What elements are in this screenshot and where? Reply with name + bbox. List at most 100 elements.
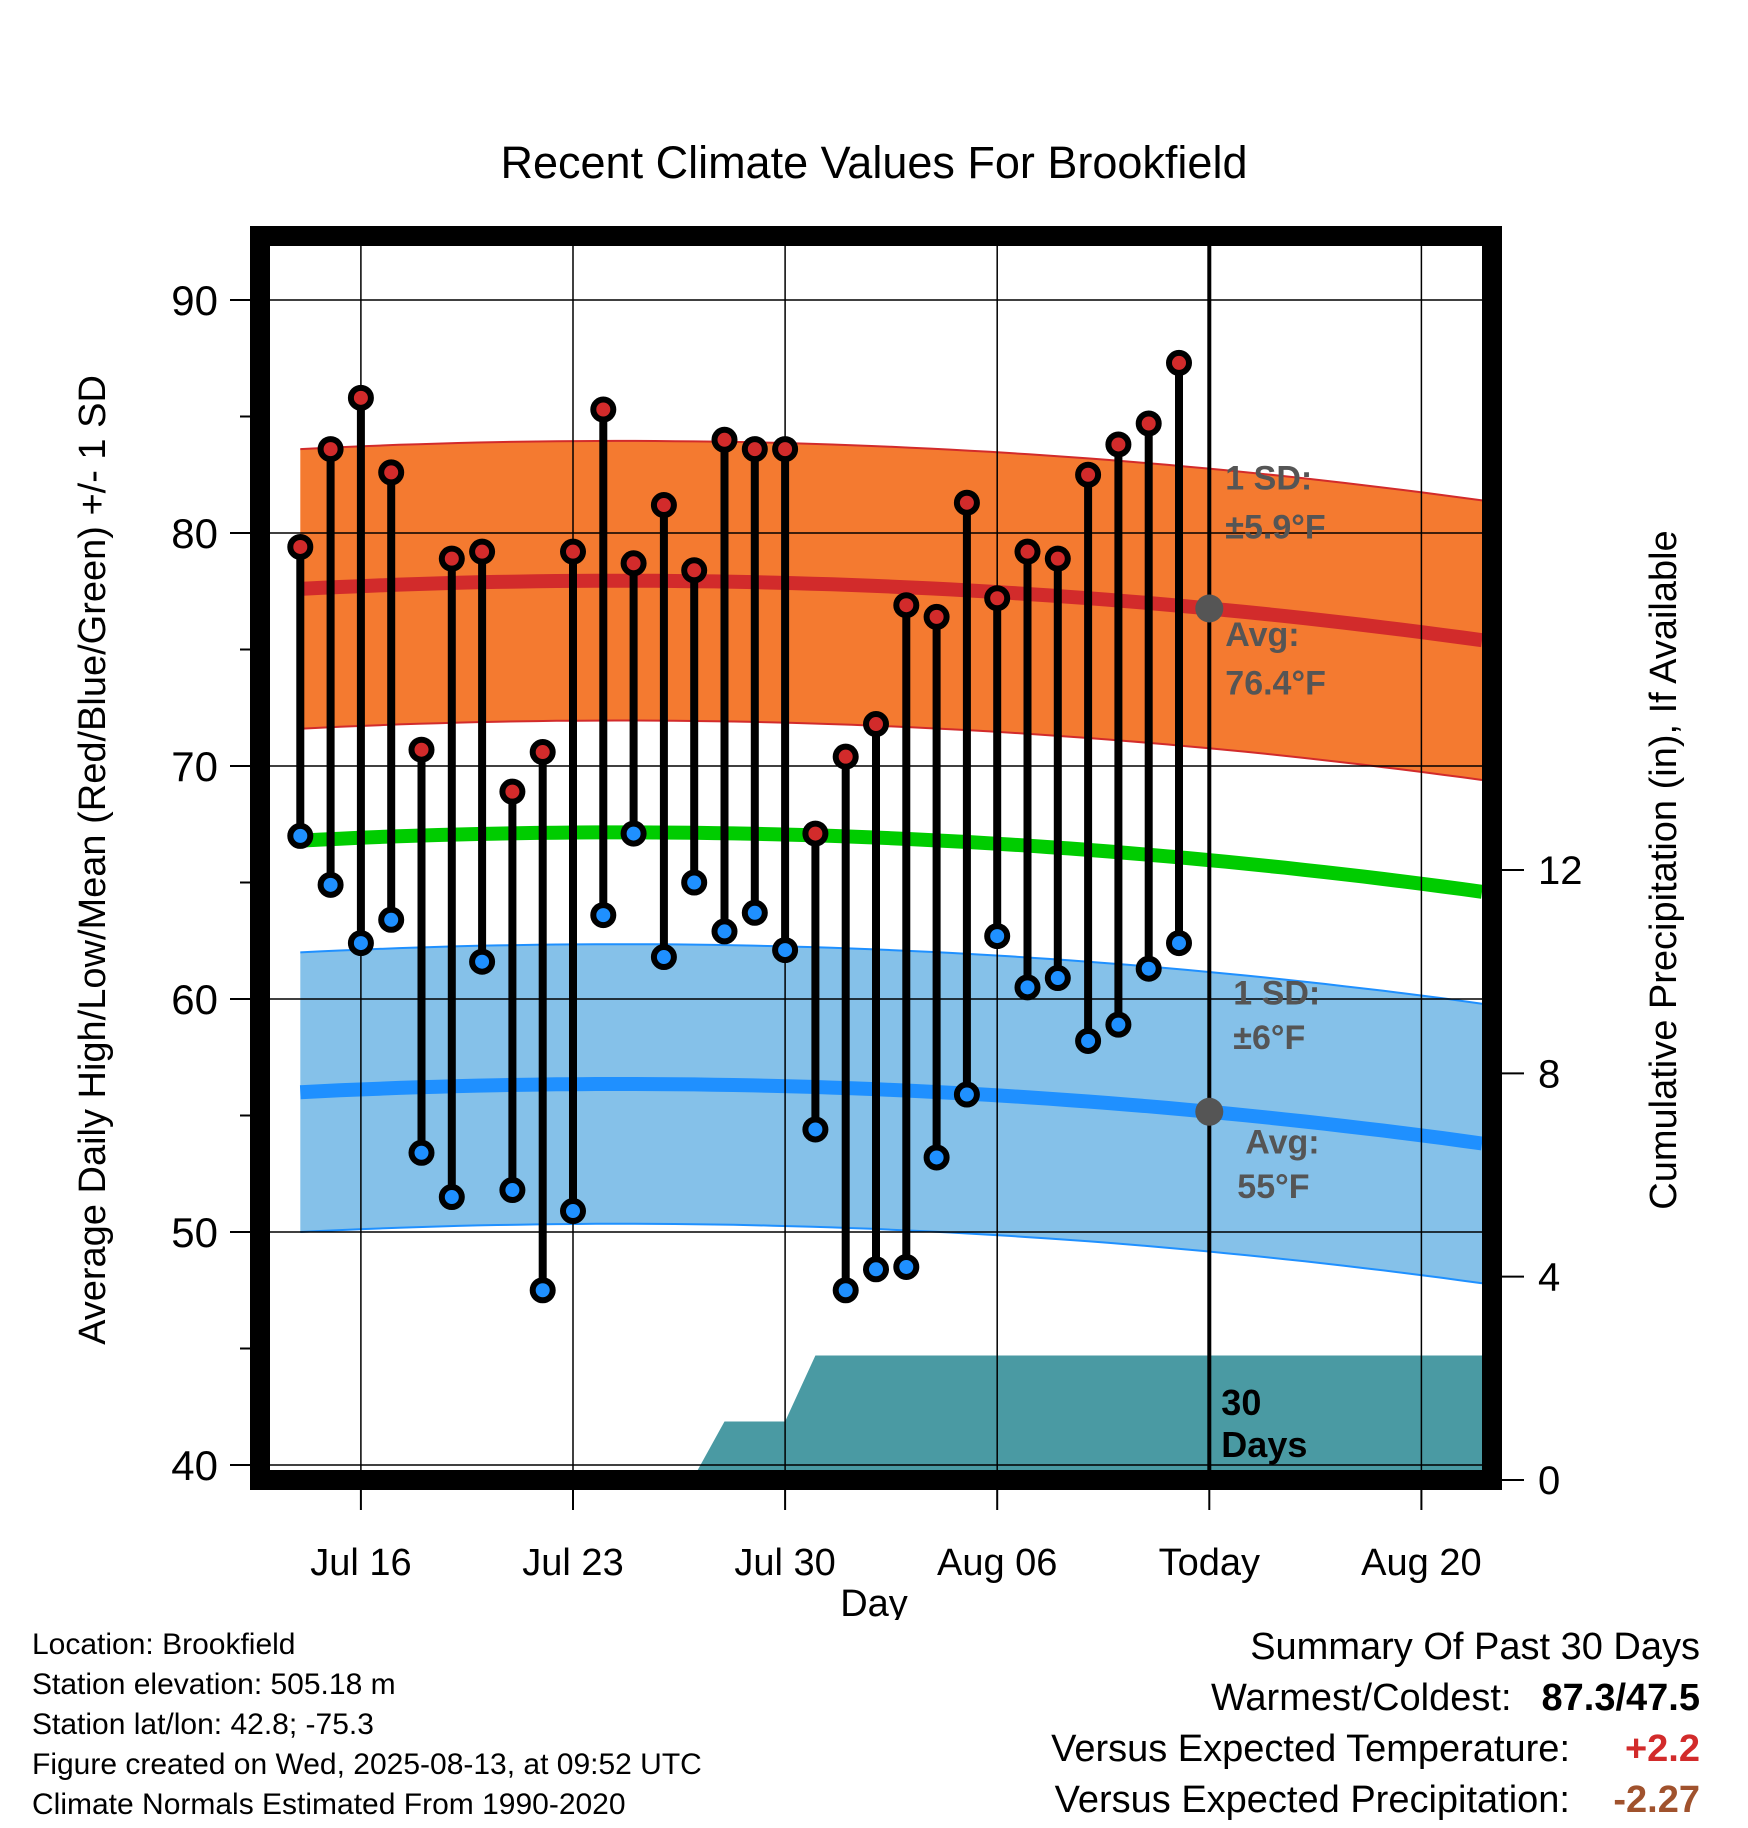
daily-high-point bbox=[287, 533, 314, 560]
daily-low-point bbox=[317, 871, 344, 898]
high-sd-band bbox=[300, 440, 1482, 780]
warmest-coldest-row: Warmest/Coldest: 87.3/47.5 bbox=[1051, 1673, 1700, 1724]
y-tick-label: 50 bbox=[171, 1209, 218, 1256]
daily-low-point bbox=[923, 1144, 950, 1171]
daily-high-point bbox=[711, 426, 738, 453]
daily-low-point bbox=[1075, 1027, 1102, 1054]
latlon-text: Station lat/lon: 42.8; -75.3 bbox=[32, 1708, 374, 1741]
daily-low-point bbox=[681, 869, 708, 896]
daily-high-point bbox=[772, 436, 799, 463]
high-sd-lower-edge bbox=[300, 719, 1483, 781]
y-tick-label: 60 bbox=[171, 976, 218, 1023]
daily-high-point bbox=[378, 459, 405, 486]
warmest-coldest-label: Warmest/Coldest: bbox=[1210, 1677, 1512, 1719]
daily-low-point bbox=[529, 1277, 556, 1304]
summary-panel: Summary Of Past 30 Days Warmest/Coldest:… bbox=[1051, 1622, 1700, 1826]
normal-low-line bbox=[299, 1077, 1483, 1151]
y-tick-label: 70 bbox=[171, 743, 218, 790]
summary-title: Summary Of Past 30 Days bbox=[1250, 1626, 1700, 1668]
high-sd-value: ±5.9°F bbox=[1225, 509, 1325, 547]
normal-high-line bbox=[299, 573, 1483, 648]
daily-low-point bbox=[893, 1253, 920, 1280]
daily-low-point bbox=[620, 820, 647, 847]
high-sd-label: 1 SD: bbox=[1225, 460, 1312, 498]
elevation-text: Station elevation: 505.18 m bbox=[32, 1668, 396, 1701]
daily-high-point bbox=[1044, 545, 1071, 572]
chart-title: Recent Climate Values For Brookfield bbox=[501, 137, 1248, 188]
daily-low-point bbox=[590, 902, 617, 929]
daily-low-point bbox=[378, 906, 405, 933]
low-avg-value: 55°F bbox=[1237, 1168, 1309, 1206]
daily-low-point bbox=[772, 937, 799, 964]
precip-anomaly-label: Versus Expected Precipitation: bbox=[1054, 1779, 1570, 1821]
normals-text: Climate Normals Estimated From 1990-2020 bbox=[32, 1788, 626, 1821]
daily-high-point bbox=[590, 396, 617, 423]
low-sd-lower-edge bbox=[300, 1222, 1483, 1285]
daily-low-point bbox=[1044, 965, 1071, 992]
precip-cumulative-area bbox=[270, 1355, 1482, 1480]
daily-high-point bbox=[923, 603, 950, 630]
low-avg-label: Avg: bbox=[1245, 1124, 1319, 1162]
today-high-marker bbox=[1195, 594, 1224, 623]
daily-low-point bbox=[1105, 1011, 1132, 1038]
x-tick-label: Jul 30 bbox=[734, 1542, 835, 1584]
x-tick-label: Jul 23 bbox=[522, 1542, 623, 1584]
daily-high-point bbox=[408, 736, 435, 763]
daily-low-point bbox=[499, 1177, 526, 1204]
created-text: Figure created on Wed, 2025-08-13, at 09… bbox=[32, 1748, 702, 1781]
high-avg-label: Avg: bbox=[1225, 616, 1299, 654]
daily-low-point bbox=[408, 1139, 435, 1166]
temp-anomaly-value: +2.2 bbox=[1624, 1728, 1700, 1770]
x-tick-label: Today bbox=[1159, 1542, 1260, 1584]
y-right-tick-label: 8 bbox=[1538, 1052, 1560, 1096]
daily-low-point bbox=[469, 948, 496, 975]
precip-anomaly-row: Versus Expected Precipitation: -2.27 bbox=[1051, 1775, 1700, 1826]
daily-high-point bbox=[620, 550, 647, 577]
daily-high-point bbox=[863, 711, 889, 738]
daily-low-point bbox=[953, 1081, 980, 1108]
x-tick-label: Aug 06 bbox=[937, 1542, 1057, 1584]
low-sd-upper-edge bbox=[300, 943, 1483, 1005]
daily-high-point bbox=[984, 585, 1011, 612]
daily-high-point bbox=[650, 492, 677, 519]
daily-high-point bbox=[1135, 410, 1162, 437]
daily-high-point bbox=[802, 820, 829, 847]
low-sd-value: ±6°F bbox=[1233, 1019, 1305, 1057]
daily-low-point bbox=[741, 899, 768, 926]
y-right-tick-label: 0 bbox=[1538, 1459, 1560, 1503]
daily-high-point bbox=[1014, 538, 1041, 565]
daily-low-point bbox=[832, 1277, 859, 1304]
temp-anomaly-row: Versus Expected Temperature: +2.2 bbox=[1051, 1724, 1700, 1775]
precip-window-label-unit: Days bbox=[1221, 1424, 1307, 1465]
y-tick-label: 40 bbox=[171, 1442, 218, 1489]
high-avg-value: 76.4°F bbox=[1225, 665, 1326, 703]
low-sd-band bbox=[300, 944, 1482, 1284]
daily-high-point bbox=[529, 739, 556, 766]
daily-low-point bbox=[650, 944, 677, 971]
station-info: Location: Brookfield Station elevation: … bbox=[32, 1625, 702, 1825]
precip-window-label-number: 30 bbox=[1221, 1382, 1261, 1423]
temp-anomaly-label: Versus Expected Temperature: bbox=[1051, 1728, 1570, 1770]
y-axis-label-left: Average Daily High/Low/Mean (Red/Blue/Gr… bbox=[72, 375, 114, 1345]
daily-high-point bbox=[832, 743, 859, 770]
daily-high-point bbox=[438, 545, 465, 572]
daily-high-point bbox=[1075, 461, 1102, 488]
location-text: Location: Brookfield bbox=[32, 1628, 296, 1661]
y-axis-label-right: Cumulative Precipitation (in), If Availa… bbox=[1643, 530, 1685, 1209]
daily-low-point bbox=[802, 1116, 829, 1143]
daily-high-point bbox=[681, 557, 708, 584]
x-tick-label: Aug 20 bbox=[1361, 1542, 1481, 1584]
daily-high-point bbox=[317, 436, 344, 463]
daily-high-point bbox=[560, 538, 586, 565]
daily-low-point bbox=[287, 822, 314, 849]
daily-high-point bbox=[1166, 349, 1192, 376]
daily-low-point bbox=[711, 918, 738, 945]
normal-mean-line bbox=[299, 825, 1483, 899]
y-right-tick-label: 4 bbox=[1538, 1256, 1560, 1300]
daily-high-point bbox=[499, 778, 526, 805]
daily-low-point bbox=[438, 1184, 465, 1211]
y-tick-label: 90 bbox=[171, 277, 218, 324]
warmest-coldest-value: 87.3/47.5 bbox=[1541, 1677, 1700, 1719]
daily-low-point bbox=[1135, 955, 1162, 982]
x-axis-label: Day bbox=[840, 1583, 908, 1620]
